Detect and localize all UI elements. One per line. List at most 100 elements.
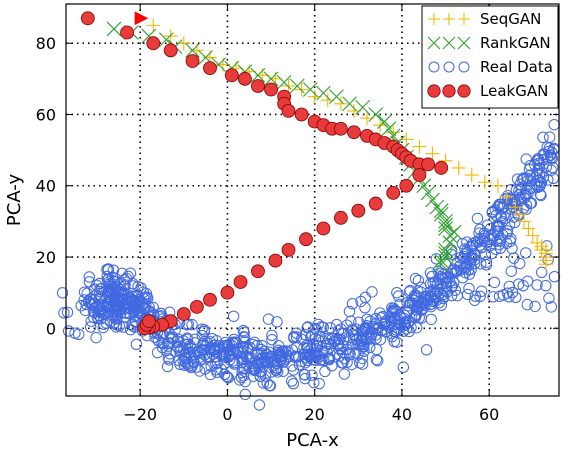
real-data-point <box>374 307 386 319</box>
leakgan-point <box>141 314 156 329</box>
real-data-point <box>437 272 449 284</box>
leakgan-point <box>224 68 239 83</box>
rankgan-point <box>302 82 318 97</box>
real-data-point <box>98 318 110 330</box>
rankgan-point <box>438 246 453 261</box>
real-data-point <box>521 175 534 187</box>
rankgan-point <box>250 67 266 83</box>
rankgan-point <box>106 21 122 37</box>
real-data-point <box>532 181 544 193</box>
x-tick-label: −20 <box>123 405 157 424</box>
real-data-point <box>307 338 320 351</box>
real-data-point <box>215 363 227 375</box>
real-data-point <box>468 294 481 306</box>
real-data-point <box>221 370 233 383</box>
real-data-point <box>536 266 548 279</box>
real-data-point <box>197 338 209 350</box>
leakgan-point <box>251 264 265 279</box>
real-data-point <box>211 366 223 378</box>
real-data-point <box>520 153 532 165</box>
real-data-point <box>319 365 331 378</box>
legend-marker <box>428 61 440 73</box>
real-data-point <box>524 175 537 187</box>
real-data-point <box>122 270 134 283</box>
real-data-point <box>330 318 343 331</box>
real-data-point <box>95 313 107 325</box>
legend-marker <box>427 84 441 98</box>
rankgan-point <box>433 253 449 268</box>
rankgan-point <box>263 71 279 87</box>
leakgan-point <box>294 107 309 122</box>
real-data-point <box>191 361 203 373</box>
real-data-point <box>186 360 198 372</box>
legend-label: LeakGAN <box>480 82 548 100</box>
real-data-point <box>115 283 127 296</box>
real-data-point <box>403 325 415 338</box>
real-data-point <box>220 347 233 359</box>
real-data-point <box>409 272 422 285</box>
real-data-point <box>109 300 122 312</box>
real-data-point <box>204 368 217 381</box>
real-data-point <box>502 190 514 202</box>
real-data-point <box>88 311 100 324</box>
leakgan-point <box>146 36 161 51</box>
real-data-point <box>103 284 115 296</box>
real-data-point <box>99 294 111 306</box>
leakgan-point <box>412 168 427 182</box>
real-data-point <box>540 279 552 292</box>
real-data-point <box>116 300 129 312</box>
rankgan-point <box>438 242 453 258</box>
real-data-point <box>251 348 264 361</box>
legend-label: RankGAN <box>480 34 551 52</box>
real-data-point <box>172 341 184 354</box>
real-data-point <box>537 131 549 144</box>
real-data-point <box>451 265 463 277</box>
seqgan-point <box>521 221 536 236</box>
real-data-point <box>505 183 517 196</box>
real-data-point <box>481 219 494 231</box>
real-data-point <box>346 323 359 336</box>
real-data-point <box>542 253 554 266</box>
real-data-point <box>519 187 532 200</box>
leakgan-point <box>333 210 348 225</box>
real-data-point <box>110 292 122 304</box>
real-data-point <box>309 332 322 345</box>
real-data-point <box>403 286 416 298</box>
real-data-point <box>517 279 529 292</box>
real-data-point <box>517 172 530 184</box>
real-data-point <box>307 354 320 366</box>
real-data-point <box>61 306 74 319</box>
legend-marker <box>443 13 455 25</box>
real-data-point <box>252 360 264 373</box>
real-data-point <box>505 203 518 215</box>
series-real-data <box>56 118 561 411</box>
real-data-point <box>486 247 498 260</box>
real-data-point <box>493 200 506 213</box>
real-data-point <box>520 199 533 211</box>
real-data-point <box>188 355 200 368</box>
leakgan-point <box>347 125 361 140</box>
real-data-point <box>259 370 272 382</box>
real-data-point <box>260 351 272 364</box>
real-data-point <box>394 319 406 331</box>
real-data-point <box>419 296 431 309</box>
real-data-point <box>94 283 106 295</box>
real-data-point <box>520 247 532 259</box>
real-data-point <box>392 313 404 326</box>
real-data-point <box>204 343 216 355</box>
series-leakgan <box>80 11 449 336</box>
rankgan-point <box>185 42 200 58</box>
real-data-point <box>333 350 346 362</box>
real-data-point <box>341 356 353 368</box>
legend-marker <box>457 84 471 98</box>
x-tick-label: 60 <box>479 405 499 424</box>
real-data-point <box>286 375 298 387</box>
real-data-point <box>420 344 433 356</box>
real-data-point <box>287 378 300 390</box>
rankgan-point <box>442 235 458 251</box>
seqgan-point <box>294 82 309 97</box>
leakgan-point <box>264 82 278 97</box>
real-data-point <box>142 292 154 304</box>
real-data-point <box>399 319 412 331</box>
leakgan-point <box>351 203 366 218</box>
